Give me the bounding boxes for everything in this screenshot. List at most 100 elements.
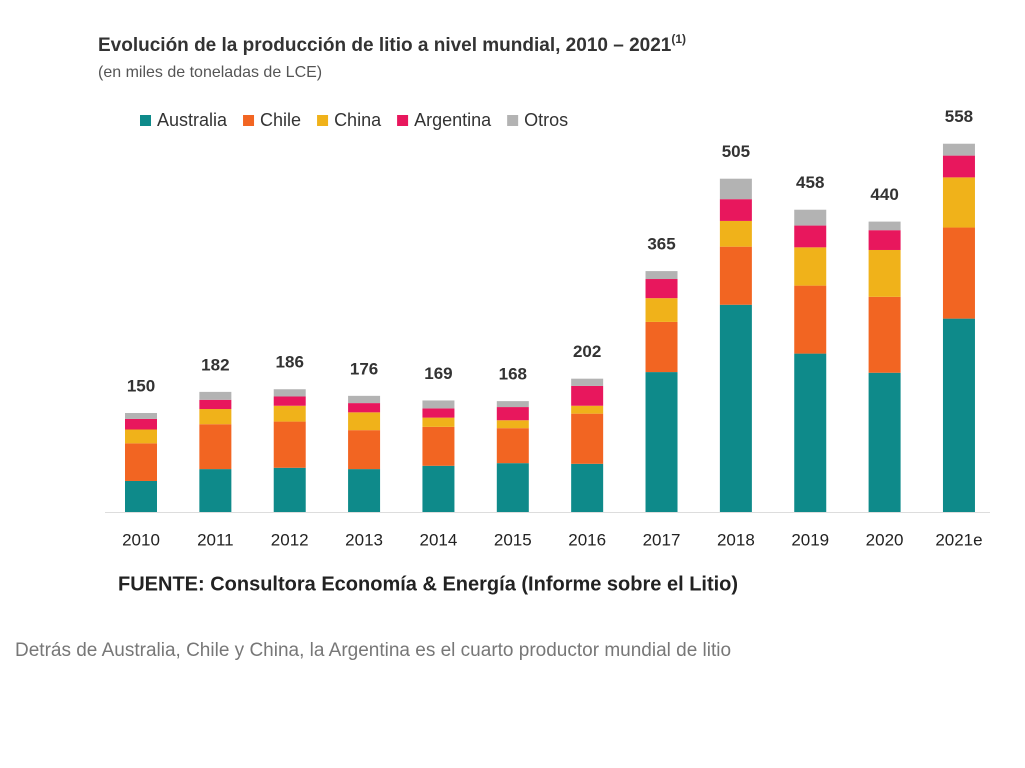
- bar-segment: [199, 391, 232, 400]
- bar-segment: [719, 246, 752, 305]
- x-tick-label: 2012: [271, 530, 309, 549]
- bar-segment: [794, 285, 827, 354]
- bar-segment: [125, 418, 157, 430]
- legend-swatch: [397, 115, 409, 126]
- x-tick-label: 2020: [866, 530, 904, 549]
- total-label: 558: [945, 107, 973, 126]
- legend-swatch: [317, 115, 329, 126]
- bar-segment: [645, 279, 678, 299]
- bar-segment: [719, 178, 752, 200]
- bar-segment: [199, 424, 232, 470]
- bar-segment: [868, 296, 901, 373]
- x-tick-label: 2013: [345, 530, 383, 549]
- x-tick-label: 2016: [568, 530, 606, 549]
- bar-segment: [422, 408, 455, 418]
- bar-segment: [794, 353, 827, 512]
- bar-segment: [719, 304, 752, 512]
- bar-segment: [868, 249, 901, 297]
- legend-label: Chile: [260, 110, 301, 130]
- title-text: Evolución de la producción de litio a ni…: [98, 35, 672, 56]
- x-tick-label: 2015: [494, 530, 532, 549]
- total-label: 365: [647, 235, 675, 254]
- bar-segment: [348, 395, 381, 404]
- source: FUENTE: Consultora Economía & Energía (I…: [118, 573, 738, 595]
- bar-segment: [719, 199, 752, 221]
- title-note: (1): [671, 32, 686, 46]
- x-tick-label: 2017: [643, 530, 681, 549]
- bar-segment: [942, 318, 975, 512]
- chart-title: Evolución de la producción de litio a ni…: [98, 32, 686, 56]
- bar-segment: [794, 209, 827, 226]
- bar-segment: [868, 221, 901, 231]
- legend-swatch: [507, 115, 519, 126]
- total-label: 458: [796, 173, 824, 192]
- bar-segment: [868, 230, 901, 250]
- bar-segment: [645, 271, 678, 280]
- bar-segment: [571, 463, 604, 512]
- bar-segment: [571, 385, 604, 406]
- bar-segment: [273, 405, 306, 422]
- bar-segment: [199, 409, 232, 425]
- bar-segment: [496, 407, 529, 421]
- bar-segment: [422, 400, 455, 409]
- bar-segment: [273, 396, 306, 406]
- bar-segment: [571, 378, 604, 386]
- total-label: 505: [722, 142, 750, 161]
- bar-segment: [571, 405, 604, 414]
- total-label: 440: [870, 185, 898, 204]
- total-label: 168: [499, 365, 527, 384]
- x-tick-label: 2014: [420, 530, 458, 549]
- bar-segment: [645, 321, 678, 373]
- bar-segment: [125, 429, 157, 444]
- bar-segment: [273, 421, 306, 468]
- x-tick-label: 2010: [122, 530, 160, 549]
- bar-segment: [794, 247, 827, 286]
- bar-segment: [273, 467, 306, 512]
- bar-segment: [125, 443, 157, 481]
- legend-swatch: [243, 115, 255, 126]
- bar-segment: [645, 372, 678, 512]
- legend-label: Otros: [524, 110, 568, 130]
- bar-segment: [942, 227, 975, 319]
- total-label: 202: [573, 342, 601, 361]
- x-tick-label: 2019: [791, 530, 829, 549]
- bar-segment: [348, 430, 381, 470]
- bar-segment: [422, 426, 455, 466]
- bar-segment: [496, 463, 529, 512]
- bar-segment: [794, 225, 827, 248]
- bar-segment: [571, 413, 604, 464]
- caption: Detrás de Australia, Chile y China, la A…: [15, 640, 731, 661]
- total-label: 186: [276, 353, 304, 372]
- bar-segment: [125, 413, 157, 419]
- bar-segment: [125, 480, 157, 512]
- bar-segment: [199, 399, 232, 410]
- bar-segment: [422, 465, 455, 512]
- total-label: 169: [424, 364, 452, 383]
- legend-label: China: [334, 110, 382, 130]
- total-label: 150: [127, 376, 155, 395]
- bar-segment: [942, 177, 975, 228]
- x-tick-label: 2018: [717, 530, 755, 549]
- bar-segment: [348, 403, 381, 413]
- bar-segment: [348, 412, 381, 431]
- legend-swatch: [140, 115, 151, 126]
- bar-segment: [719, 220, 752, 247]
- bar-segment: [199, 469, 232, 512]
- bar-segment: [942, 155, 975, 178]
- bar-segment: [422, 417, 455, 427]
- legend-label: Argentina: [414, 110, 492, 130]
- bar-segment: [348, 469, 381, 512]
- bar-segment: [942, 143, 975, 156]
- bar-segment: [273, 389, 306, 397]
- bar-segment: [496, 401, 529, 408]
- x-tick-label: 2011: [197, 530, 234, 549]
- chart-subtitle: (en miles de toneladas de LCE): [98, 64, 322, 81]
- legend-label: Australia: [157, 110, 228, 130]
- bar-segment: [496, 420, 529, 429]
- total-label: 176: [350, 359, 378, 378]
- bar-segment: [868, 372, 901, 512]
- total-label: 182: [201, 355, 229, 374]
- bar-segment: [645, 298, 678, 322]
- x-tick-label: 2021e: [935, 530, 982, 549]
